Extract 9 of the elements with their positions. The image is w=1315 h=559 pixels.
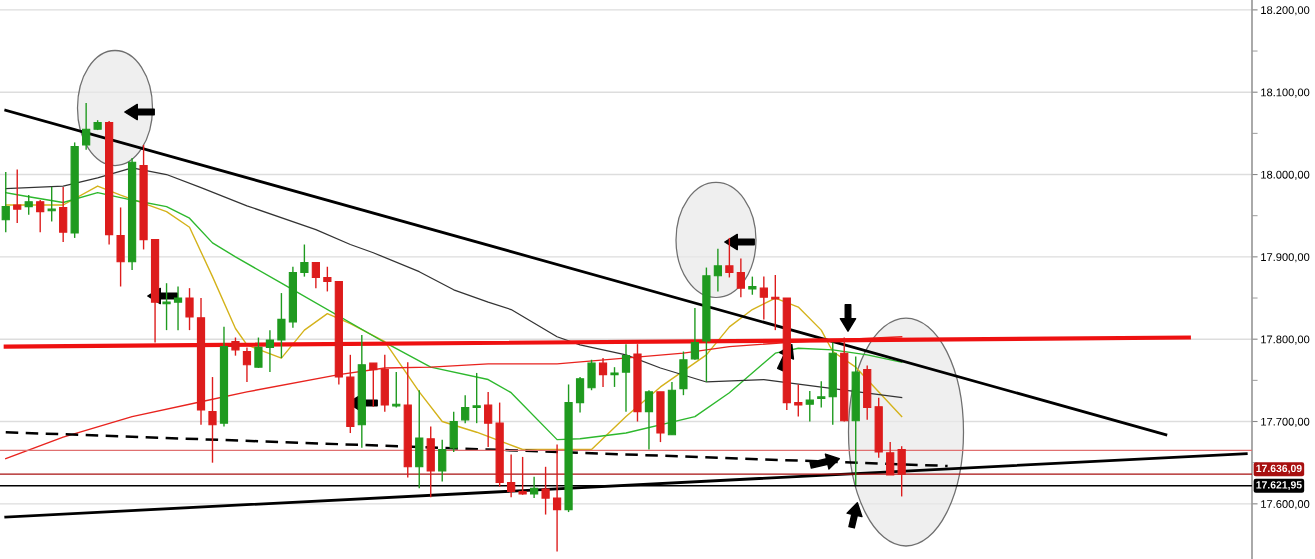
y-tick-label: 18.000,00 bbox=[1261, 170, 1310, 180]
y-tick-label: 17.700,00 bbox=[1261, 417, 1310, 427]
y-tick-label: 17.600,00 bbox=[1261, 500, 1310, 510]
y-tick-label: 18.200,00 bbox=[1261, 6, 1310, 16]
y-tick-label: 17.800,00 bbox=[1261, 335, 1310, 345]
ref-line-label: 17.621,95 bbox=[1256, 481, 1302, 491]
ref-line-label: 17.636,09 bbox=[1256, 464, 1302, 474]
y-tick-label: 18.100,00 bbox=[1261, 88, 1310, 98]
y-tick-label: 17.900,00 bbox=[1261, 253, 1310, 263]
